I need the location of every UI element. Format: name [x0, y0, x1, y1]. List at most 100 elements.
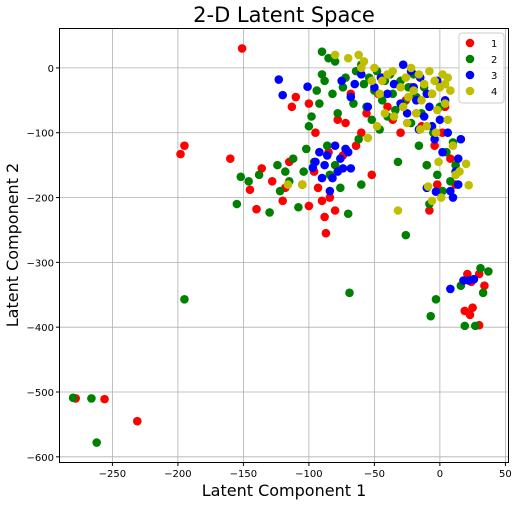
data-point [132, 416, 142, 426]
data-point [291, 92, 301, 102]
series-1 [71, 44, 489, 426]
data-point [343, 209, 353, 219]
data-point [320, 212, 329, 222]
data-point [480, 281, 489, 290]
data-point [225, 154, 235, 163]
data-point [388, 66, 398, 76]
data-point [354, 134, 363, 144]
data-point [438, 147, 447, 157]
data-point [359, 57, 369, 66]
x-axis-label: Latent Component 1 [202, 481, 367, 500]
data-point [446, 186, 455, 196]
y-tick-label: −100 [27, 129, 54, 140]
data-point [311, 128, 320, 138]
data-point [254, 170, 264, 180]
legend-label: 3 [491, 71, 497, 82]
data-point [468, 303, 477, 313]
data-point [453, 180, 463, 189]
data-point [451, 160, 460, 170]
data-point [460, 321, 470, 331]
data-point [298, 180, 307, 189]
data-point [431, 295, 441, 304]
data-point [356, 180, 366, 189]
data-point [325, 186, 335, 196]
data-point [317, 70, 327, 79]
x-ticks: −250 −200 −150 −100 −50 0 50 [99, 462, 512, 480]
data-point [244, 177, 253, 186]
data-point [377, 76, 387, 86]
data-point [401, 230, 411, 240]
data-point [448, 193, 458, 202]
data-point [324, 53, 333, 63]
data-point [440, 79, 450, 89]
data-point [283, 180, 293, 189]
data-point [313, 183, 323, 193]
data-point [267, 177, 277, 186]
data-point [363, 133, 373, 143]
data-point [478, 288, 488, 298]
data-point [68, 393, 78, 403]
data-point [294, 202, 303, 212]
data-point [362, 108, 371, 118]
data-point [402, 108, 412, 118]
data-point [409, 86, 418, 95]
data-point [320, 160, 329, 170]
data-point [396, 128, 405, 138]
data-point [336, 183, 345, 193]
series-4 [283, 50, 474, 215]
data-point [446, 86, 455, 95]
data-point [343, 147, 353, 157]
data-point [245, 185, 255, 195]
data-point [367, 76, 377, 86]
data-point [463, 269, 472, 279]
data-point [349, 99, 358, 108]
data-point [464, 180, 474, 190]
data-point [414, 70, 424, 79]
data-point [304, 99, 314, 108]
data-point [322, 151, 332, 160]
y-axis-label: Latent Component 2 [3, 163, 22, 328]
x-tick-label: 50 [499, 469, 512, 480]
data-point [430, 76, 439, 86]
data-point [356, 70, 366, 79]
data-point [338, 83, 348, 92]
data-point [330, 57, 340, 66]
data-point [431, 187, 441, 196]
data-point [367, 115, 377, 125]
data-point [430, 134, 439, 144]
data-point [370, 63, 379, 73]
data-point [311, 157, 320, 167]
data-point [453, 154, 463, 163]
data-point [372, 121, 382, 131]
data-point [367, 170, 377, 180]
data-point [401, 73, 411, 82]
data-point [325, 193, 335, 202]
x-tick-label: −100 [295, 469, 322, 480]
data-point [333, 108, 343, 118]
data-point [425, 66, 434, 76]
data-point [425, 206, 434, 215]
legend-marker [465, 54, 475, 64]
data-point [438, 186, 447, 196]
legend-marker [465, 38, 475, 48]
data-point [317, 196, 327, 206]
data-point [317, 173, 327, 183]
data-point [427, 89, 437, 99]
data-point [375, 89, 384, 99]
data-point [299, 167, 308, 176]
data-point [301, 144, 311, 154]
data-point [180, 141, 189, 150]
data-point [333, 115, 343, 125]
data-point [304, 201, 314, 211]
data-point [446, 177, 455, 186]
legend: 1 2 3 4 [458, 32, 505, 104]
data-point [322, 141, 332, 150]
data-point [389, 112, 399, 121]
legend-label: 1 [491, 39, 497, 50]
data-point [356, 128, 366, 138]
data-point [465, 310, 475, 320]
data-point [383, 102, 392, 112]
data-point [398, 102, 408, 112]
data-point [236, 172, 246, 182]
